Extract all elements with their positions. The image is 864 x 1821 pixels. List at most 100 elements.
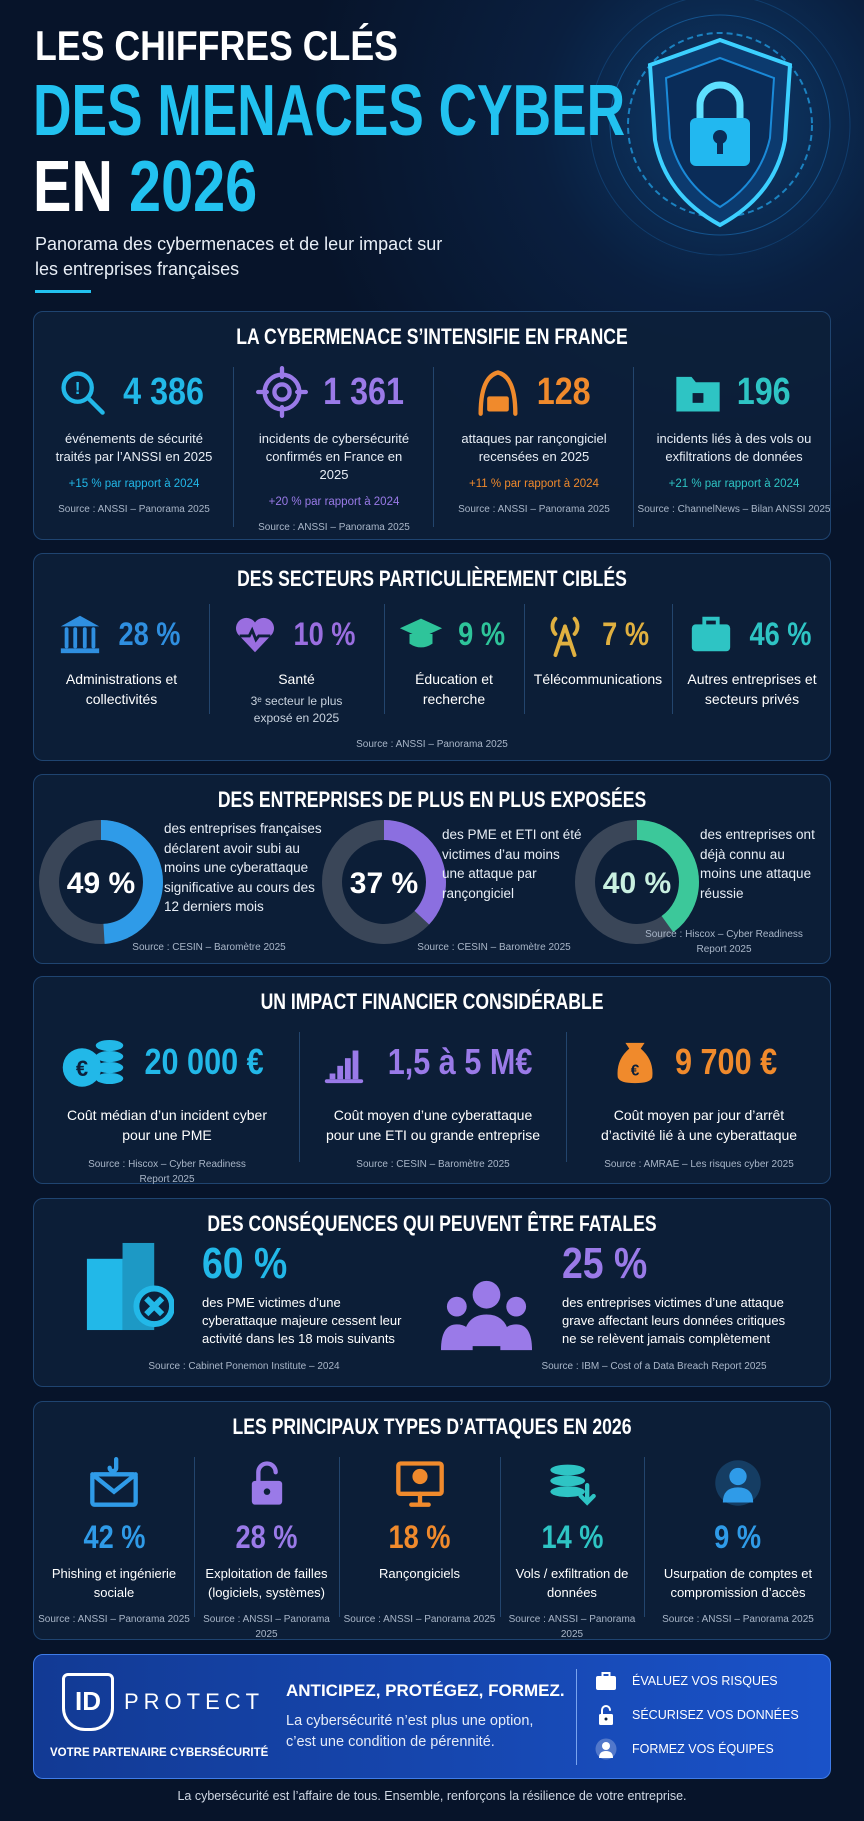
stat-source: Source : ANSSI – Panorama 2025 xyxy=(258,522,410,533)
banner-action: FORMEZ VOS ÉQUIPES xyxy=(632,1742,774,1756)
icon xyxy=(551,616,580,657)
separator xyxy=(384,604,385,714)
section-title: LA CYBERMENACE S’INTENSIFIE EN FRANCE xyxy=(236,324,628,349)
banner-separator xyxy=(576,1669,577,1765)
sector-label: Administrations et collectivités xyxy=(65,671,178,707)
icon xyxy=(440,1280,533,1351)
stat-head: 1 361 xyxy=(256,364,411,420)
sector-label: Autres entreprises et secteurs privés xyxy=(687,671,817,707)
consequence-figure: 60 % xyxy=(202,1239,288,1288)
stat-text: événements de sécurité traités par l’ANS… xyxy=(55,431,213,464)
title-line-1: LES CHIFFRES CLÉS xyxy=(35,22,398,69)
icon xyxy=(550,1464,596,1506)
sector-note: 3ᵉ secteur le plus exposé en 2025 xyxy=(250,694,343,725)
svg-text:€: € xyxy=(76,1056,88,1081)
section-title: LES PRINCIPAUX TYPES D’ATTAQUES EN 2026 xyxy=(232,1414,632,1439)
separator xyxy=(233,367,234,527)
icon xyxy=(595,1738,617,1760)
title-line-2: DES MENACES CYBER xyxy=(33,71,626,151)
title-line-3: EN 2026 xyxy=(33,146,257,228)
cost-head: €20 000 € xyxy=(60,1027,274,1097)
shield-graphic xyxy=(589,0,851,256)
logo-brand: PROTECT xyxy=(124,1689,265,1714)
icon xyxy=(236,617,275,653)
icon xyxy=(676,376,720,412)
separator xyxy=(566,1032,567,1162)
sector-head: 7 % xyxy=(542,609,653,659)
icon xyxy=(60,615,100,654)
sector-label: Santé xyxy=(278,671,315,687)
donut-label: 37 % xyxy=(350,867,418,900)
attack-figure: 18 % xyxy=(388,1519,451,1555)
attack-figure: 28 % xyxy=(235,1519,298,1555)
cost-text: Coût moyen par jour d’arrêt d’activité l… xyxy=(600,1107,798,1143)
stat-head: 196 xyxy=(672,364,795,420)
icon xyxy=(395,1461,444,1507)
attack-label: Usurpation de comptes et compromission d… xyxy=(663,1566,813,1600)
logo-badge: ID xyxy=(62,1673,114,1731)
attack-label: Exploitation de failles (logiciels, syst… xyxy=(205,1566,328,1600)
stat-figure: 4 386 xyxy=(123,370,205,413)
donut-text: des entreprises françaises déclarent avo… xyxy=(164,821,322,914)
svg-text:!: ! xyxy=(75,378,81,398)
cost-column: €9 700 € Coût moyen par jour d’arrêt d’ac… xyxy=(566,1027,832,1172)
donut-arc xyxy=(39,820,163,944)
icon: € xyxy=(62,1040,124,1087)
donut-label: 49 % xyxy=(67,867,135,900)
separator xyxy=(433,367,434,527)
sector-head: 28 % xyxy=(57,609,186,659)
consequence-source: Source : Cabinet Ponemon Institute – 202… xyxy=(148,1361,340,1372)
section-title: DES CONSÉQUENCES QUI PEUVENT ÊTRE FATALE… xyxy=(207,1211,657,1236)
icon xyxy=(251,1461,282,1505)
stat-text: incidents de cybersécurité confirmés en … xyxy=(258,431,410,482)
attack-source: Source : ANSSI – Panorama 2025 xyxy=(203,1614,330,1640)
sector-column: 28 % Administrations et collectivités xyxy=(34,609,209,709)
sector-head: 46 % xyxy=(688,609,817,659)
sector-figure: 10 % xyxy=(293,615,356,652)
icon xyxy=(256,366,309,418)
sectors-source: Source : ANSSI – Panorama 2025 xyxy=(356,739,508,750)
consequence-figure: 25 % xyxy=(562,1239,648,1288)
stat-source: Source : ANSSI – Panorama 2025 xyxy=(58,504,210,515)
section-title: DES SECTEURS PARTICULIÈREMENT CIBLÉS xyxy=(237,566,627,591)
attack-column: 28 % Exploitation de failles (logiciels, … xyxy=(194,1457,339,1642)
donut-arc xyxy=(322,820,446,944)
consequence-text: des entreprises victimes d’une attaque g… xyxy=(562,1295,786,1346)
sector-head: 10 % xyxy=(232,609,361,659)
attack-column: 9 % Usurpation de comptes et compromissio… xyxy=(644,1457,832,1627)
section: LES PRINCIPAUX TYPES D’ATTAQUES EN 2026 4… xyxy=(33,1401,831,1640)
donut-source: Source : CESIN – Baromètre 2025 xyxy=(132,942,286,953)
section-title: DES ENTREPRISES DE PLUS EN PLUS EXPOSÉES xyxy=(217,787,647,812)
separator xyxy=(339,1457,340,1617)
cost-column: €20 000 € Coût médian d’un incident cyber… xyxy=(34,1027,300,1187)
icon xyxy=(478,370,518,416)
cost-column: 1,5 à 5 M€ Coût moyen d’une cyberattaque … xyxy=(300,1027,566,1172)
section: UN IMPACT FINANCIER CONSIDÉRABLE €20 000 … xyxy=(33,976,832,1187)
stat-figure: 128 xyxy=(537,370,591,413)
stat-text: incidents liés à des vols ou exfiltratio… xyxy=(656,431,812,464)
icon xyxy=(400,618,443,648)
cost-text: Coût moyen d’une cyberattaque pour une E… xyxy=(325,1107,541,1143)
donut: 37 % xyxy=(322,820,446,944)
separator xyxy=(672,604,673,714)
footer-note: La cybersécurité est l’affaire de tous. … xyxy=(177,1789,687,1803)
stat-figure: 1 361 xyxy=(323,370,405,413)
cost-head: 1,5 à 5 M€ xyxy=(321,1027,545,1097)
svg-text:€: € xyxy=(631,1062,640,1079)
donut-text: des entreprises ont déjà connu au moins … xyxy=(700,827,815,901)
donut: 40 % xyxy=(575,820,699,944)
stat-trend: +15 % par rapport à 2024 xyxy=(68,478,200,490)
stat-column: 196 incidents liés à des vols ou exfiltra… xyxy=(634,364,834,517)
title-line-3b: 2026 xyxy=(129,147,258,227)
attack-label: Rançongiciels xyxy=(379,1566,460,1581)
cost-figure: 20 000 € xyxy=(144,1041,264,1082)
attack-source: Source : ANSSI – Panorama 2025 xyxy=(38,1614,190,1625)
icon xyxy=(691,616,730,652)
stat-column: 128 attaques par rançongiciel recensées e… xyxy=(434,364,634,517)
icon: € xyxy=(617,1042,653,1084)
consequence-text: des PME victimes d’une cyberattaque maje… xyxy=(202,1295,402,1346)
sector-figure: 46 % xyxy=(749,615,811,652)
sector-figure: 9 % xyxy=(458,615,506,652)
cost-source: Source : AMRAE – Les risques cyber 2025 xyxy=(604,1159,794,1170)
stat-source: Source : ChannelNews – Bilan ANSSI 2025 xyxy=(637,504,831,515)
